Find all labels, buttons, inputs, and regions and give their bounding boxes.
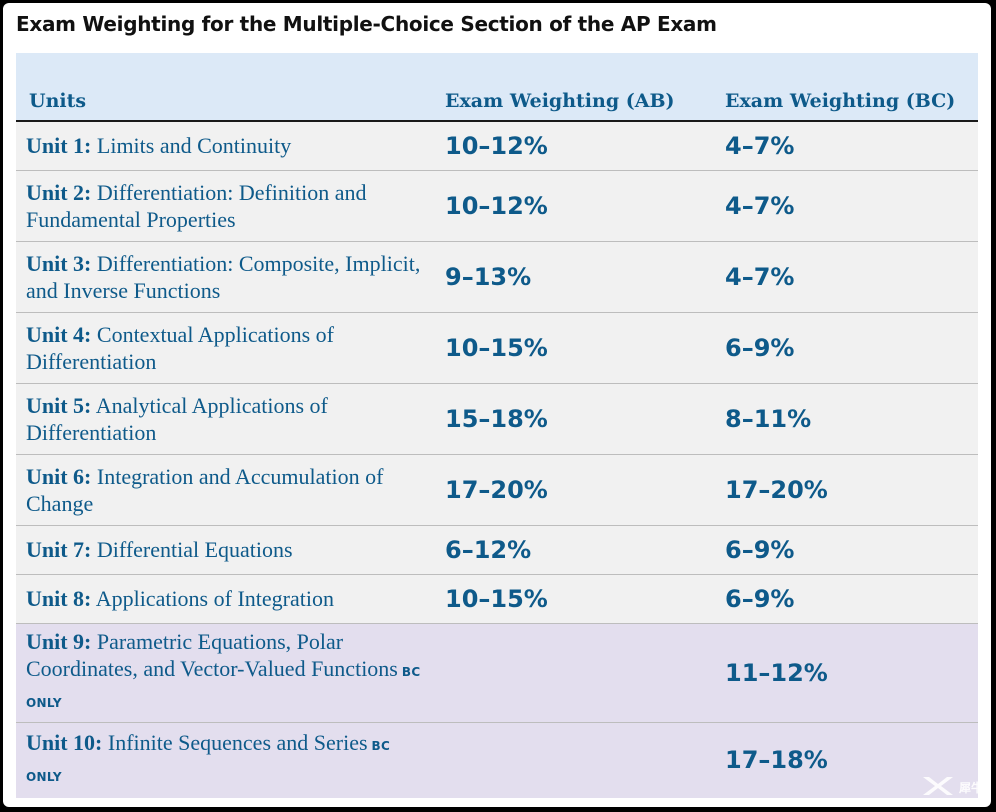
unit-cell: Unit 1: Limits and Continuity: [16, 121, 429, 170]
unit-label: Unit 4:: [26, 321, 92, 347]
unit-cell: Unit 5: Analytical Applications of Diffe…: [16, 383, 429, 454]
unit-name: Infinite Sequences and Series: [107, 730, 368, 756]
unit-label: Unit 8:: [26, 586, 92, 611]
unit-name: Parametric Equations, Polar Coordinates,…: [26, 629, 398, 681]
weighting-bc: 6–9%: [725, 535, 795, 564]
table-row: Unit 2: Differentiation: Definition and …: [16, 170, 978, 241]
header-weighting-ab: Exam Weighting (AB): [429, 53, 709, 122]
unit-label: Unit 3:: [26, 250, 92, 276]
table-header-row: Units Exam Weighting (AB) Exam Weighting…: [16, 53, 978, 122]
weighting-ab: 10–12%: [445, 191, 548, 220]
weighting-bc: 8–11%: [725, 404, 812, 433]
unit-cell: Unit 9: Parametric Equations, Polar Coor…: [16, 623, 429, 722]
unit-name: Differential Equations: [96, 537, 293, 562]
unit-name: Differentiation: Definition and Fundamen…: [26, 179, 367, 232]
unit-label: Unit 6:: [26, 463, 92, 489]
watermark-text: 犀牛: [958, 781, 983, 795]
weighting-ab: 10–15%: [445, 584, 548, 613]
unit-cell: Unit 2: Differentiation: Definition and …: [16, 170, 429, 241]
unit-label: Unit 9:: [26, 629, 92, 654]
weighting-bc: 4–7%: [725, 262, 795, 291]
unit-name: Analytical Applications of Differentiati…: [26, 392, 328, 445]
unit-cell: Unit 6: Integration and Accumulation of …: [16, 454, 429, 525]
weighting-bc: 4–7%: [725, 131, 795, 160]
weighting-bc: 17–18%: [725, 746, 828, 775]
header-units: Units: [16, 53, 429, 122]
weighting-ab: [429, 623, 709, 722]
unit-label: Unit 5:: [26, 392, 92, 418]
bc-only-tag: BC ONLY: [26, 739, 391, 785]
table-row: Unit 8: Applications of Integration 10–1…: [16, 574, 978, 623]
weighting-ab: [429, 722, 709, 798]
weighting-ab: 6–12%: [445, 535, 532, 564]
weighting-ab: 15–18%: [445, 404, 548, 433]
table-row: Unit 10: Infinite Sequences and Series BC…: [16, 722, 978, 798]
weighting-bc: 11–12%: [725, 658, 828, 687]
table-row: Unit 5: Analytical Applications of Diffe…: [16, 383, 978, 454]
unit-cell: Unit 7: Differential Equations: [16, 525, 429, 574]
unit-label: Unit 7:: [26, 537, 92, 562]
unit-cell: Unit 3: Differentiation: Composite, Impl…: [16, 241, 429, 312]
unit-cell: Unit 8: Applications of Integration: [16, 574, 429, 623]
unit-name: Integration and Accumulation of Change: [26, 463, 384, 516]
weighting-bc: 6–9%: [725, 584, 795, 613]
header-weighting-bc: Exam Weighting (BC): [709, 53, 978, 122]
unit-label: Unit 1:: [26, 133, 92, 159]
brand-logo-icon: [921, 774, 955, 801]
weighting-ab: 9–13%: [445, 262, 532, 291]
unit-label: Unit 2:: [26, 179, 92, 205]
weighting-ab: 17–20%: [445, 475, 548, 504]
unit-name: Limits and Continuity: [96, 133, 292, 159]
unit-name: Contextual Applications of Differentiati…: [26, 321, 334, 374]
watermark: 犀牛: [921, 774, 983, 801]
table-row: Unit 4: Contextual Applications of Diffe…: [16, 312, 978, 383]
bc-only-tag: BC ONLY: [26, 665, 421, 710]
table-row: Unit 3: Differentiation: Composite, Impl…: [16, 241, 978, 312]
weighting-bc: 17–20%: [725, 475, 828, 504]
unit-label: Unit 10:: [26, 730, 103, 756]
weighting-table: Units Exam Weighting (AB) Exam Weighting…: [16, 53, 978, 798]
page-title: Exam Weighting for the Multiple-Choice S…: [16, 12, 717, 36]
weighting-bc: 4–7%: [725, 191, 795, 220]
table-row: Unit 7: Differential Equations 6–12% 6–9…: [16, 525, 978, 574]
unit-cell: Unit 4: Contextual Applications of Diffe…: [16, 312, 429, 383]
table-row: Unit 6: Integration and Accumulation of …: [16, 454, 978, 525]
unit-cell: Unit 10: Infinite Sequences and Series BC…: [16, 722, 429, 798]
unit-name: Applications of Integration: [95, 586, 334, 611]
unit-name: Differentiation: Composite, Implicit, an…: [26, 250, 421, 303]
table-row: Unit 9: Parametric Equations, Polar Coor…: [16, 623, 978, 722]
table-row: Unit 1: Limits and Continuity 10–12% 4–7…: [16, 121, 978, 170]
document-frame: Exam Weighting for the Multiple-Choice S…: [3, 3, 991, 807]
weighting-ab: 10–12%: [445, 131, 548, 160]
weighting-bc: 6–9%: [725, 333, 795, 362]
weighting-ab: 10–15%: [445, 333, 548, 362]
